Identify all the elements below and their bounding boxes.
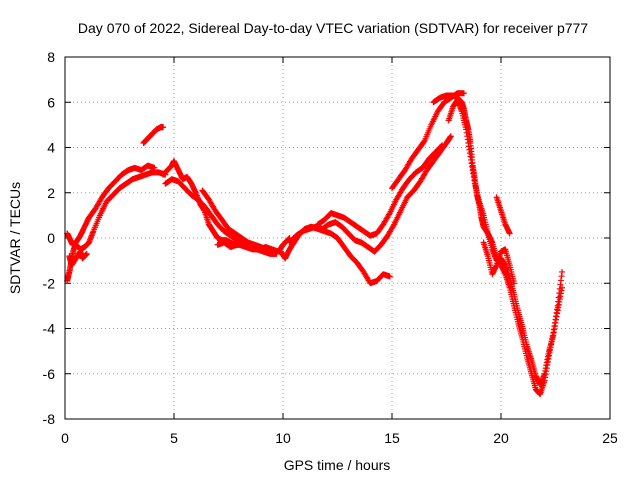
- data-point: [511, 280, 518, 287]
- data-point: [439, 142, 446, 149]
- y-tick-label: -4: [43, 321, 56, 337]
- data-point: [559, 268, 566, 275]
- y-tick-label: 2: [47, 185, 55, 201]
- chart-title: Day 070 of 2022, Sidereal Day-to-day VTE…: [78, 20, 588, 36]
- data-point: [271, 248, 278, 255]
- data-point: [506, 230, 513, 237]
- data-point: [83, 250, 90, 257]
- y-tick-label: 8: [47, 49, 55, 65]
- y-tick-label: 4: [47, 140, 55, 156]
- x-tick-label: 10: [275, 430, 291, 446]
- data-series-sdtvar: [64, 90, 566, 398]
- data-point: [460, 90, 467, 97]
- y-tick-label: 6: [47, 94, 55, 110]
- y-tick-label: 0: [47, 230, 55, 246]
- data-point: [386, 273, 393, 280]
- y-axis-label: SDTVAR / TECUs: [7, 182, 23, 294]
- y-axis-ticks: -8 -6 -4 -2 0 2 4 6 8: [43, 49, 610, 427]
- x-tick-label: 5: [170, 430, 178, 446]
- data-point: [420, 138, 427, 145]
- x-tick-label: 25: [602, 430, 618, 446]
- y-tick-label: -8: [43, 411, 56, 427]
- x-tick-label: 0: [61, 430, 69, 446]
- data-point: [447, 133, 454, 140]
- data-point: [247, 241, 254, 248]
- data-point: [559, 284, 566, 291]
- y-tick-label: -6: [43, 366, 56, 382]
- x-tick-label: 15: [384, 430, 400, 446]
- x-axis-label: GPS time / hours: [284, 457, 391, 473]
- y-tick-label: -2: [43, 275, 56, 291]
- data-point: [438, 143, 445, 150]
- plot-border: [64, 56, 611, 420]
- data-point: [160, 124, 167, 131]
- x-tick-label: 20: [493, 430, 509, 446]
- data-point: [151, 164, 158, 171]
